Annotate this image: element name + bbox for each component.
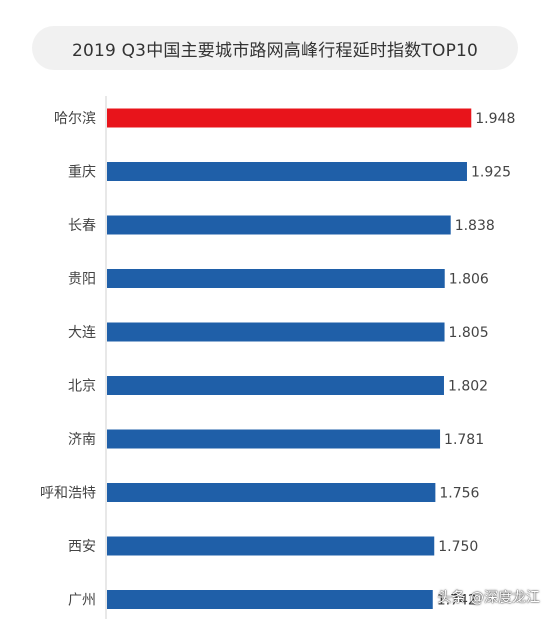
category-label: 大连 <box>68 325 96 341</box>
value-label: 1.750 <box>438 539 478 555</box>
bar <box>107 429 441 449</box>
category-label: 广州 <box>68 593 96 609</box>
value-label: 1.948 <box>475 111 515 127</box>
bar <box>107 483 436 502</box>
category-label: 长春 <box>68 218 96 234</box>
bar <box>107 322 445 342</box>
category-label: 重庆 <box>68 165 96 181</box>
category-label: 济南 <box>68 432 96 448</box>
value-label: 1.925 <box>471 165 511 181</box>
bar <box>107 269 445 288</box>
value-label: 1.838 <box>455 218 495 234</box>
bar <box>107 536 435 556</box>
bar <box>107 590 433 609</box>
bar <box>107 108 472 128</box>
value-label: 1.802 <box>448 379 488 395</box>
bar <box>107 215 451 235</box>
value-label: 1.805 <box>449 325 489 341</box>
category-label: 西安 <box>68 539 96 555</box>
chart-title: 2019 Q3中国主要城市路网高峰行程延时指数TOP10 <box>71 40 479 61</box>
value-label: 1.742 <box>437 593 477 609</box>
category-label: 贵阳 <box>68 272 96 288</box>
category-label: 呼和浩特 <box>40 486 96 502</box>
category-label: 北京 <box>68 379 96 395</box>
value-label: 1.806 <box>449 272 489 288</box>
bar <box>107 162 467 181</box>
value-label: 1.781 <box>444 432 484 448</box>
value-label: 1.756 <box>439 486 479 502</box>
chart-title-box: 2019 Q3中国主要城市路网高峰行程延时指数TOP10 <box>32 26 518 70</box>
bar <box>107 376 444 395</box>
category-label: 哈尔滨 <box>54 111 96 127</box>
